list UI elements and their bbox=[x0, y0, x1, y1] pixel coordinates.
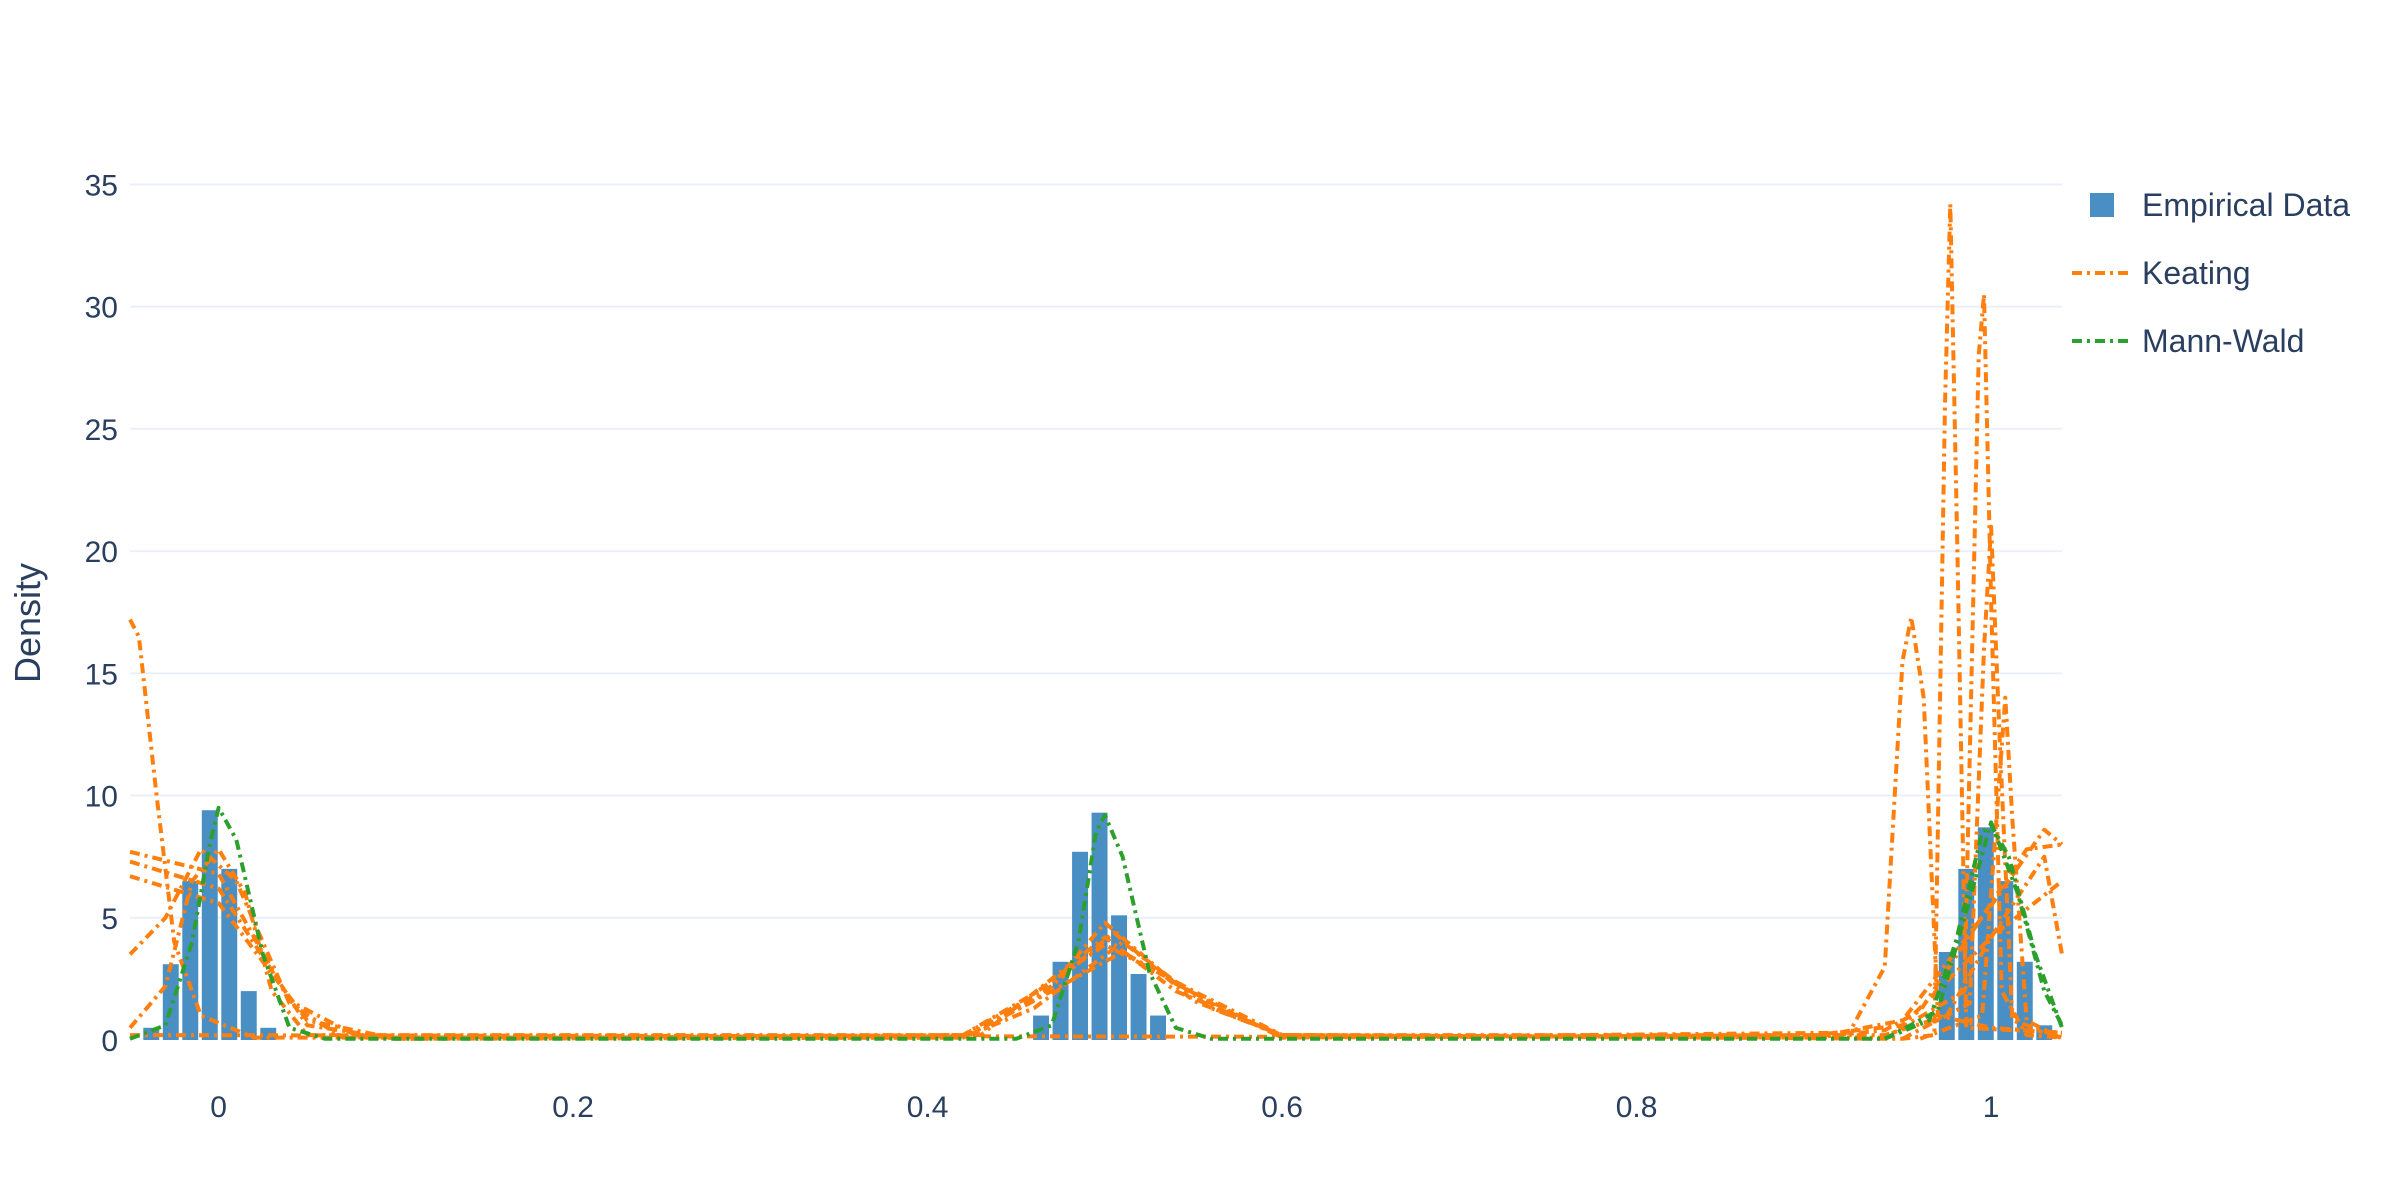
y-tick-label: 25 bbox=[85, 414, 118, 447]
empirical-bar bbox=[1130, 974, 1147, 1040]
y-tick-label: 5 bbox=[101, 903, 118, 936]
keating-curve bbox=[1919, 695, 2063, 1041]
y-tick-label: 35 bbox=[85, 169, 118, 202]
x-tick-label: 0.6 bbox=[1261, 1091, 1303, 1124]
keating-curve bbox=[128, 615, 2063, 1040]
legend-item-mann-wald[interactable]: Mann-Wald bbox=[2072, 323, 2304, 359]
y-axis: 0 5 10 15 20 25 30 35 bbox=[85, 169, 118, 1058]
y-axis-title: Density bbox=[7, 563, 48, 683]
x-axis: 0 0.2 0.4 0.6 0.8 1 bbox=[210, 1091, 1999, 1124]
empirical-bar bbox=[1977, 827, 1994, 1040]
mann-wald-curve bbox=[1883, 820, 2064, 1041]
bars bbox=[143, 810, 2053, 1040]
empirical-bar bbox=[2016, 961, 2033, 1040]
curves bbox=[128, 202, 2064, 1041]
mann-wald-curve bbox=[129, 805, 2064, 1041]
legend-label: Empirical Data bbox=[2142, 187, 2350, 223]
keating-curve bbox=[1901, 524, 2063, 1041]
empirical-bar bbox=[240, 991, 257, 1040]
keating-curve bbox=[129, 827, 2064, 1040]
x-tick-label: 1 bbox=[1983, 1091, 2000, 1124]
y-tick-label: 0 bbox=[101, 1025, 118, 1058]
y-tick-label: 30 bbox=[85, 292, 118, 325]
x-tick-label: 0.4 bbox=[907, 1091, 949, 1124]
empirical-bar bbox=[1150, 1015, 1167, 1040]
legend-item-keating[interactable]: Keating bbox=[2072, 255, 2251, 291]
legend-swatch bbox=[2090, 193, 2114, 217]
x-tick-label: 0.2 bbox=[552, 1091, 594, 1124]
y-tick-label: 15 bbox=[85, 658, 118, 691]
legend-item-empirical-data[interactable]: Empirical Data bbox=[2090, 187, 2350, 223]
legend-label: Mann-Wald bbox=[2142, 323, 2304, 359]
keating-curve bbox=[128, 202, 2063, 1041]
x-tick-label: 0.8 bbox=[1616, 1091, 1658, 1124]
y-tick-label: 10 bbox=[85, 781, 118, 814]
x-tick-label: 0 bbox=[210, 1091, 227, 1124]
gridlines bbox=[130, 183, 2062, 919]
legend[interactable]: Empirical Data Keating Mann-Wald bbox=[2072, 187, 2350, 359]
empirical-bar bbox=[1072, 851, 1089, 1040]
legend-label: Keating bbox=[2142, 255, 2251, 291]
y-tick-label: 20 bbox=[85, 536, 118, 569]
keating-curve bbox=[129, 842, 2063, 1041]
